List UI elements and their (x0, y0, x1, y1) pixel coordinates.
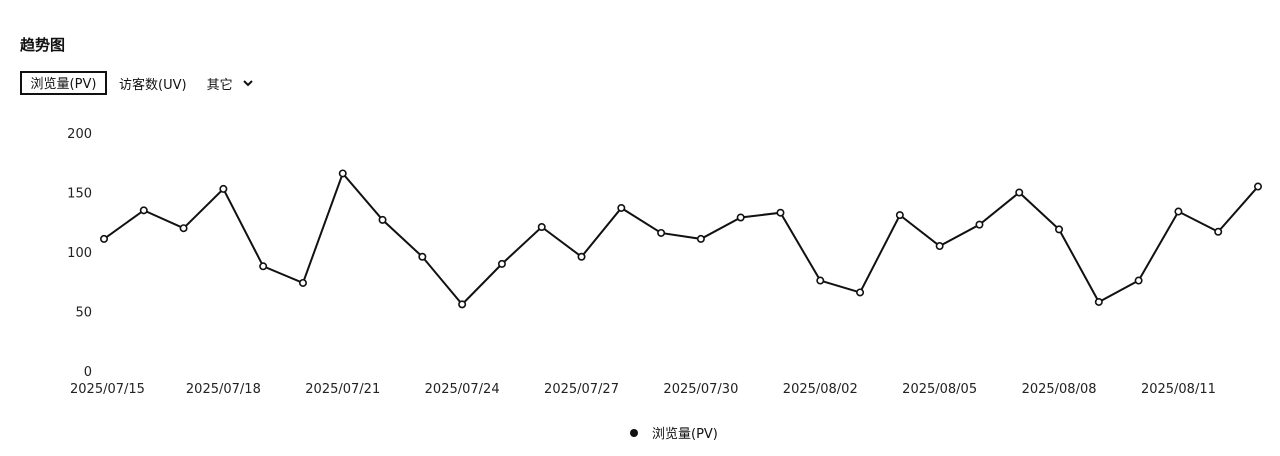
y-tick-label: 100 (67, 246, 92, 261)
x-tick-label: 2025/08/05 (902, 382, 977, 397)
x-tick-label: 2025/07/30 (663, 382, 738, 397)
data-point[interactable] (1174, 207, 1183, 216)
y-axis: 0 50 100 150 200 (67, 127, 92, 380)
data-point[interactable] (537, 223, 546, 232)
data-point[interactable] (1055, 225, 1064, 234)
chevron-down-icon (242, 80, 253, 87)
data-point[interactable] (139, 206, 148, 215)
x-tick-label: 2025/08/08 (1022, 382, 1097, 397)
data-point[interactable] (1134, 276, 1143, 285)
legend[interactable]: 浏览量(PV) (630, 423, 718, 442)
page-title: 趋势图 (20, 36, 66, 54)
x-tick-label: 2025/07/18 (186, 382, 261, 397)
more-label: 其它 (206, 77, 233, 93)
y-tick-label: 150 (67, 187, 92, 202)
legend-marker (630, 428, 638, 437)
data-point[interactable] (259, 262, 268, 271)
data-point[interactable] (975, 220, 984, 229)
data-point[interactable] (696, 234, 705, 243)
series-layer (100, 169, 1263, 309)
x-tick-label: 2025/07/27 (544, 382, 619, 397)
data-point[interactable] (458, 300, 467, 309)
data-point[interactable] (617, 203, 626, 212)
data-point[interactable] (378, 215, 387, 224)
data-point[interactable] (497, 259, 506, 268)
x-axis: 2025/07/15 2025/07/18 2025/07/21 2025/07/24… (70, 382, 1216, 397)
y-tick-label: 0 (84, 365, 92, 380)
y-tick-label: 50 (75, 306, 92, 321)
data-point[interactable] (577, 252, 586, 261)
y-tick-label: 200 (67, 127, 92, 142)
data-point[interactable] (219, 184, 228, 193)
data-point[interactable] (179, 224, 188, 233)
data-point[interactable] (657, 228, 666, 237)
x-tick-label: 2025/08/02 (783, 382, 858, 397)
data-point[interactable] (776, 208, 785, 217)
data-point[interactable] (895, 211, 904, 220)
data-point[interactable] (1214, 227, 1223, 236)
tab-uv[interactable]: 访客数(UV) (119, 77, 187, 93)
metric-tabs: 浏览量(PV) 访客数(UV) 其它 (20, 69, 255, 97)
data-point[interactable] (736, 213, 745, 222)
more-dropdown[interactable]: 其它 (207, 74, 255, 93)
data-point[interactable] (100, 234, 109, 243)
tab-pv[interactable]: 浏览量(PV) (20, 71, 107, 95)
data-point[interactable] (1015, 188, 1024, 197)
legend-label: 浏览量(PV) (652, 427, 718, 442)
data-point[interactable] (1094, 297, 1103, 306)
data-point[interactable] (1254, 182, 1263, 191)
x-tick-label: 2025/07/15 (70, 382, 145, 397)
data-point[interactable] (856, 288, 865, 297)
series-line (103, 171, 1259, 306)
x-tick-label: 2025/08/11 (1141, 382, 1216, 397)
data-point[interactable] (338, 169, 347, 178)
data-point[interactable] (935, 242, 944, 251)
data-point[interactable] (298, 278, 307, 287)
x-tick-label: 2025/07/21 (305, 382, 380, 397)
x-tick-label: 2025/07/24 (425, 382, 500, 397)
data-point[interactable] (816, 276, 825, 285)
data-point[interactable] (418, 252, 427, 261)
